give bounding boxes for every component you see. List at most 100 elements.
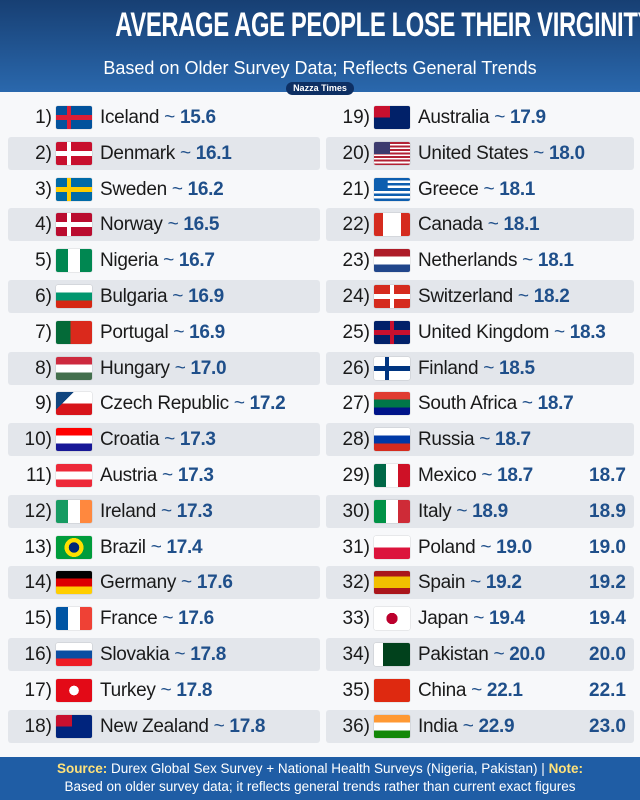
country: Slovakia bbox=[100, 644, 170, 665]
entry-row: 25) United Kingdom ~ 18.3 bbox=[326, 316, 634, 349]
separator: ~ bbox=[171, 178, 183, 200]
separator: ~ bbox=[480, 536, 492, 558]
entry-text: Hungary ~ 17.0 bbox=[100, 352, 227, 385]
country: Nigeria bbox=[100, 250, 159, 272]
entry-text: China ~ 22.1 bbox=[418, 674, 523, 707]
age-value: 18.5 bbox=[498, 357, 535, 379]
entry-text: Slovakia ~ 17.8 bbox=[100, 638, 226, 671]
age-value: 18.9 bbox=[472, 500, 508, 522]
entry-text: Iceland ~ 15.6 bbox=[100, 101, 216, 134]
entry-text: South Africa ~ 18.7 bbox=[418, 387, 574, 420]
country: Netherlands bbox=[418, 250, 518, 272]
rank: 6) bbox=[35, 286, 52, 307]
age-value: 17.0 bbox=[190, 357, 227, 379]
age-value: 18.1 bbox=[503, 214, 540, 236]
flag bbox=[374, 535, 410, 559]
flag bbox=[56, 643, 92, 666]
separator: ~ bbox=[493, 644, 505, 665]
flag bbox=[374, 571, 410, 595]
entry-row: 21) Greece ~ 18.1 bbox=[326, 173, 634, 206]
separator: ~ bbox=[479, 429, 491, 451]
rank: 34) bbox=[342, 644, 370, 665]
separator: ~ bbox=[483, 357, 494, 379]
entry-row: 33) Japan ~ 19.4 19.4 bbox=[326, 602, 634, 635]
entry-text: Finland ~ 18.5 bbox=[418, 352, 535, 385]
country: Ireland bbox=[100, 500, 156, 522]
entry-text: Switzerland ~ 18.2 bbox=[418, 280, 570, 313]
country: Iceland bbox=[100, 107, 160, 128]
separator: ~ bbox=[522, 250, 533, 272]
separator: ~ bbox=[517, 286, 529, 307]
age-value: 18.1 bbox=[499, 178, 536, 200]
separator: ~ bbox=[164, 429, 175, 451]
age-value: 18.3 bbox=[569, 321, 606, 343]
entry-text: United Kingdom ~ 18.3 bbox=[418, 316, 606, 349]
flag bbox=[374, 285, 410, 308]
source-text: Durex Global Sex Survey + National Healt… bbox=[110, 761, 545, 776]
rank: 9) bbox=[35, 393, 52, 415]
rank: 26) bbox=[342, 357, 370, 379]
flag bbox=[374, 356, 410, 380]
flag bbox=[374, 320, 410, 344]
rank: 30) bbox=[342, 500, 370, 522]
rank: 14) bbox=[24, 572, 52, 594]
separator: ~ bbox=[160, 679, 172, 701]
flag bbox=[374, 392, 410, 416]
age-value-repeat: 19.2 bbox=[589, 572, 626, 594]
separator: ~ bbox=[150, 536, 162, 558]
separator: ~ bbox=[462, 715, 474, 737]
entry-text: Nigeria ~ 16.7 bbox=[100, 244, 215, 277]
entry-text: Australia ~ 17.9 bbox=[418, 101, 546, 134]
separator: ~ bbox=[173, 321, 185, 343]
entry-row: 30) Italy ~ 18.9 18.9 bbox=[326, 494, 634, 528]
separator: ~ bbox=[483, 178, 495, 200]
entry-text: Netherlands ~ 18.1 bbox=[418, 244, 574, 277]
country: Switzerland bbox=[418, 286, 513, 307]
rank: 7) bbox=[35, 321, 52, 343]
entry-row: 17) Turkey ~ 17.8 bbox=[8, 674, 320, 707]
country: Poland bbox=[418, 536, 476, 558]
age-value: 17.2 bbox=[249, 393, 286, 415]
age-value: 22.9 bbox=[478, 715, 515, 737]
flag bbox=[374, 428, 410, 452]
flag bbox=[56, 249, 92, 273]
rank: 25) bbox=[342, 321, 370, 343]
separator: ~ bbox=[174, 357, 186, 379]
entry-row: 26) Finland ~ 18.5 bbox=[326, 351, 634, 385]
separator: ~ bbox=[481, 465, 493, 486]
separator: ~ bbox=[181, 572, 192, 594]
country: Germany bbox=[100, 572, 177, 594]
flag bbox=[56, 106, 92, 129]
country: Sweden bbox=[100, 178, 167, 200]
flag bbox=[56, 714, 92, 738]
country: Australia bbox=[418, 107, 490, 128]
rank: 21) bbox=[342, 178, 370, 200]
rank: 10) bbox=[24, 429, 52, 451]
country: Denmark bbox=[100, 142, 175, 164]
country: United Kingdom bbox=[418, 321, 549, 343]
entry-text: Czech Republic ~ 17.2 bbox=[100, 387, 286, 420]
entry-text: Norway ~ 16.5 bbox=[100, 208, 219, 241]
age-value-repeat: 19.4 bbox=[589, 608, 626, 630]
age-value: 16.9 bbox=[188, 286, 224, 307]
flag bbox=[374, 177, 410, 201]
rank: 1) bbox=[35, 107, 52, 128]
age-value-repeat: 23.0 bbox=[589, 715, 626, 737]
flag bbox=[374, 714, 410, 738]
rank: 13) bbox=[24, 536, 52, 558]
entry-row: 3) Sweden ~ 16.2 bbox=[8, 173, 320, 206]
entry-text: Germany ~ 17.6 bbox=[100, 566, 233, 599]
entry-row: 24) Switzerland ~ 18.2 bbox=[326, 280, 634, 313]
age-value: 18.0 bbox=[548, 142, 585, 164]
rank: 18) bbox=[24, 715, 52, 737]
country: Brazil bbox=[100, 536, 146, 558]
age-value: 17.8 bbox=[229, 715, 266, 737]
separator: ~ bbox=[470, 572, 481, 594]
entry-row: 5) Nigeria ~ 16.7 bbox=[8, 244, 320, 277]
flag bbox=[56, 464, 92, 487]
age-value: 16.1 bbox=[195, 142, 232, 164]
age-value: 17.3 bbox=[177, 465, 214, 486]
entry-text: Spain ~ 19.2 bbox=[418, 566, 522, 599]
rank: 35) bbox=[342, 679, 370, 701]
